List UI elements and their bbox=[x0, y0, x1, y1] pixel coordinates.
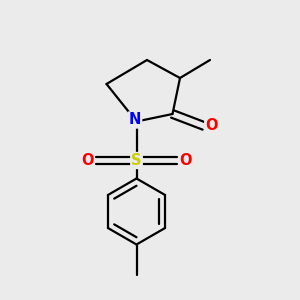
Text: N: N bbox=[129, 112, 141, 128]
Text: O: O bbox=[205, 118, 218, 134]
Text: S: S bbox=[131, 153, 142, 168]
Text: O: O bbox=[179, 153, 192, 168]
Text: O: O bbox=[81, 153, 94, 168]
